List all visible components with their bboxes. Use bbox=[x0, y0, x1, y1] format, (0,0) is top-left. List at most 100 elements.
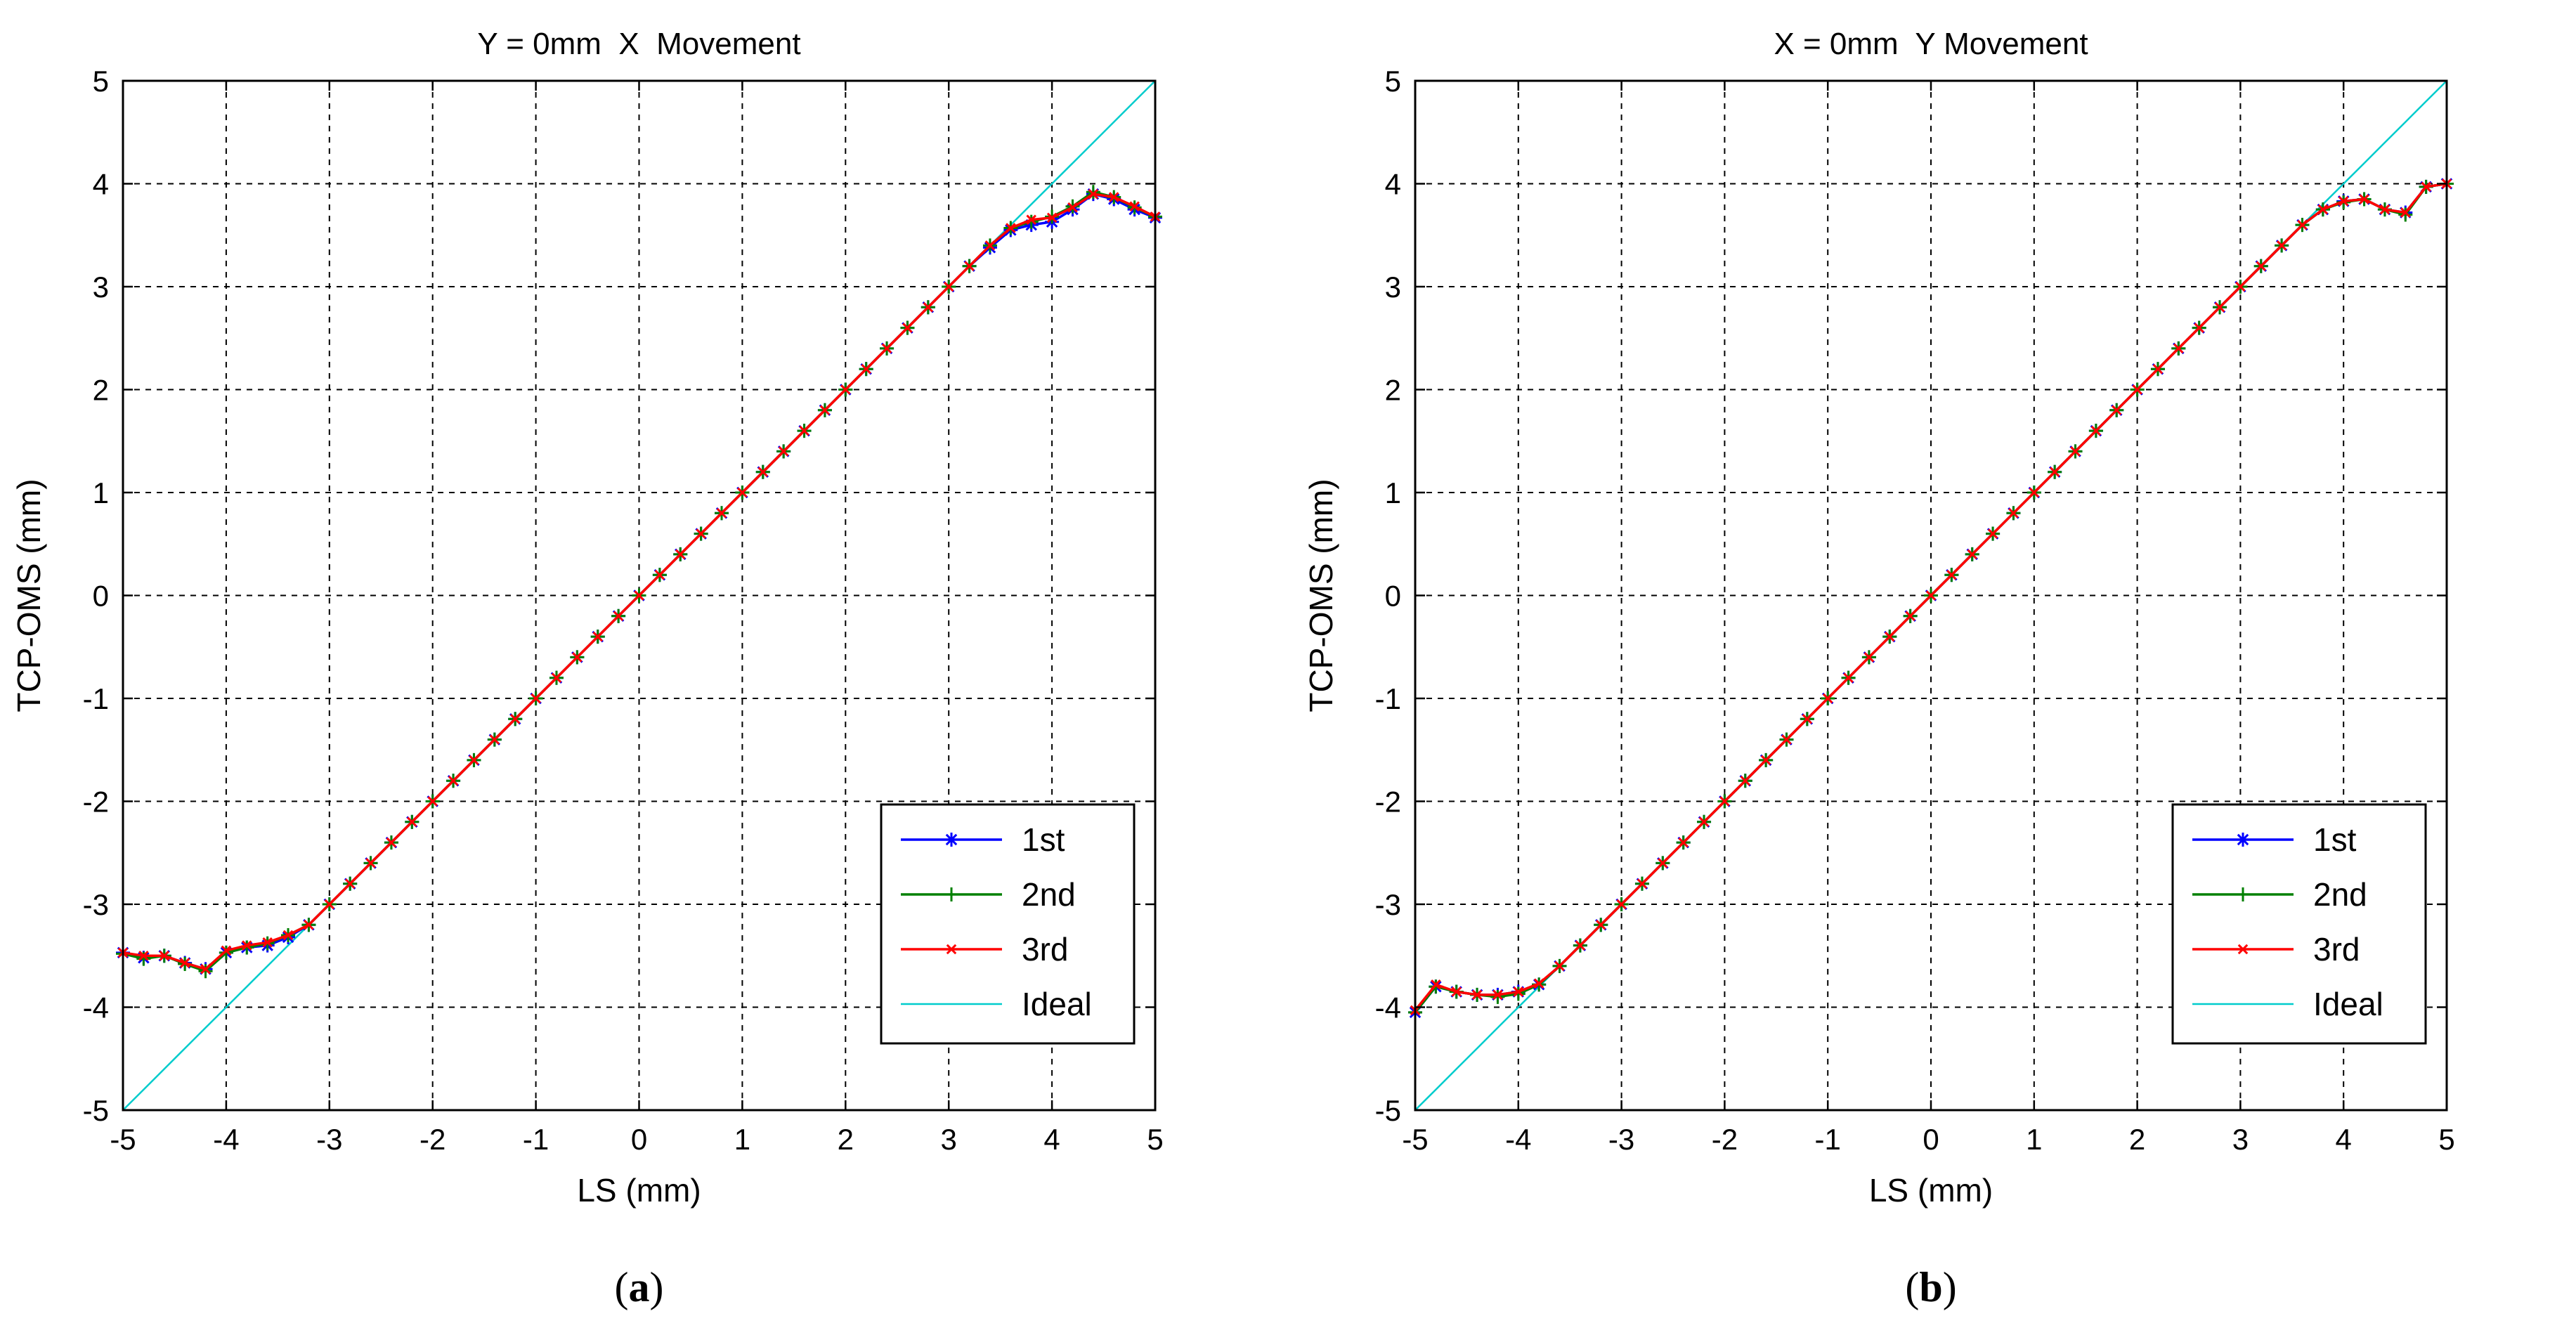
chart-panel-b: -5 -4 -3 -2 -1 0 1 2 3 4 5 -5 -4 -3 -2 -1 0 1 2 3 4 5 X = 0mm … bbox=[1303, 27, 2455, 1310]
marker-stroke bbox=[1802, 714, 1813, 724]
data-point bbox=[1987, 528, 1998, 539]
marker-stroke bbox=[819, 405, 831, 416]
data-point bbox=[1616, 899, 1627, 910]
data-point bbox=[2398, 207, 2413, 222]
marker-stroke bbox=[242, 940, 252, 951]
data-point bbox=[2359, 194, 2369, 204]
data-point bbox=[943, 281, 954, 292]
data-point bbox=[551, 672, 562, 683]
marker-stroke bbox=[551, 672, 562, 683]
legend-marker bbox=[2236, 833, 2250, 847]
x-tick-label: -4 bbox=[213, 1123, 239, 1156]
marker-stroke bbox=[1595, 920, 1606, 930]
caption-letter: b bbox=[1919, 1264, 1942, 1310]
marker-stroke bbox=[840, 384, 851, 395]
legend-marker bbox=[944, 833, 958, 847]
data-point bbox=[572, 652, 583, 663]
legend-label: 2nd bbox=[2313, 876, 2367, 913]
data-point bbox=[365, 858, 376, 868]
x-tick-label: 2 bbox=[838, 1123, 854, 1156]
data-point bbox=[1843, 672, 1854, 683]
x-tick-label: -1 bbox=[1815, 1123, 1841, 1156]
data-point bbox=[1533, 978, 1544, 989]
y-tick-label: 0 bbox=[1385, 580, 1401, 613]
data-point bbox=[2214, 302, 2225, 313]
marker-stroke bbox=[531, 693, 541, 704]
marker-stroke bbox=[1658, 858, 1668, 868]
data-point bbox=[2029, 487, 2040, 498]
data-point bbox=[531, 693, 541, 704]
marker-stroke bbox=[984, 240, 996, 251]
data-point bbox=[881, 343, 892, 354]
y-tick-label: 5 bbox=[93, 65, 109, 98]
data-point bbox=[2194, 323, 2204, 333]
y-tick-label: 3 bbox=[1385, 271, 1401, 304]
y-tick-label: -2 bbox=[83, 786, 109, 819]
marker-stroke bbox=[1006, 223, 1016, 233]
data-point bbox=[2276, 240, 2287, 251]
data-point bbox=[2338, 196, 2349, 207]
y-tick-label: 5 bbox=[1385, 65, 1401, 98]
marker-stroke bbox=[407, 816, 417, 828]
data-point bbox=[2421, 181, 2431, 193]
data-point bbox=[509, 714, 521, 724]
caption-paren-close: ) bbox=[650, 1264, 664, 1310]
x-tick-label: 3 bbox=[2232, 1123, 2249, 1156]
data-point bbox=[613, 611, 624, 622]
marker-stroke bbox=[1885, 631, 1895, 642]
marker-stroke bbox=[386, 837, 397, 848]
x-tick-label: 5 bbox=[2438, 1123, 2454, 1156]
data-point bbox=[1513, 986, 1524, 997]
marker-stroke bbox=[1637, 878, 1648, 889]
marker-stroke bbox=[1108, 192, 1119, 202]
marker-stroke bbox=[1026, 214, 1036, 226]
marker-stroke bbox=[2421, 181, 2431, 193]
marker-stroke bbox=[1431, 979, 1441, 990]
y-tick-label: -1 bbox=[1375, 682, 1401, 715]
marker-stroke bbox=[2256, 261, 2267, 271]
data-point bbox=[200, 964, 211, 975]
data-point bbox=[964, 261, 975, 271]
marker-stroke bbox=[2235, 281, 2246, 292]
marker-stroke bbox=[1554, 960, 1565, 972]
legend: 1st 2nd 3rd Ideal bbox=[2171, 803, 2427, 1045]
data-point bbox=[1129, 201, 1140, 211]
y-axis-label: TCP-OMS (mm) bbox=[1303, 478, 1339, 712]
data-point bbox=[1554, 960, 1565, 972]
y-tick-label: 4 bbox=[1385, 168, 1401, 201]
x-tick-label: -2 bbox=[1712, 1123, 1738, 1156]
x-tick-label: 5 bbox=[1147, 1123, 1163, 1156]
data-point bbox=[344, 878, 356, 889]
marker-stroke bbox=[696, 528, 706, 539]
marker-stroke bbox=[2297, 219, 2308, 230]
data-point bbox=[136, 951, 151, 966]
data-point bbox=[1026, 214, 1036, 226]
marker-stroke bbox=[572, 652, 583, 663]
data-point bbox=[324, 899, 335, 910]
data-point bbox=[386, 837, 397, 848]
legend-item-1st: 1st bbox=[901, 821, 1065, 858]
data-point bbox=[282, 930, 294, 941]
marker-stroke bbox=[2237, 833, 2249, 846]
data-point bbox=[1781, 734, 1792, 745]
x-axis-label: LS (mm) bbox=[1869, 1172, 1993, 1209]
marker-stroke bbox=[946, 944, 957, 955]
x-tick-label: -5 bbox=[1402, 1123, 1428, 1156]
y-tick-label: -3 bbox=[83, 888, 109, 921]
y-tick-label: -4 bbox=[1375, 991, 1401, 1024]
marker-stroke bbox=[1967, 549, 1977, 560]
data-point bbox=[923, 302, 934, 313]
data-point bbox=[592, 631, 604, 642]
data-point bbox=[221, 945, 232, 956]
marker-stroke bbox=[2237, 944, 2249, 955]
x-tick-label: 4 bbox=[2336, 1123, 2352, 1156]
data-point bbox=[634, 590, 644, 601]
marker-stroke bbox=[1492, 989, 1503, 1001]
marker-stroke bbox=[509, 714, 521, 724]
data-point bbox=[1658, 858, 1668, 868]
chart-title: Y = 0mm X Movement bbox=[477, 27, 800, 61]
marker-stroke bbox=[2132, 384, 2142, 395]
marker-stroke bbox=[2173, 343, 2184, 354]
legend-marker bbox=[2237, 944, 2249, 955]
